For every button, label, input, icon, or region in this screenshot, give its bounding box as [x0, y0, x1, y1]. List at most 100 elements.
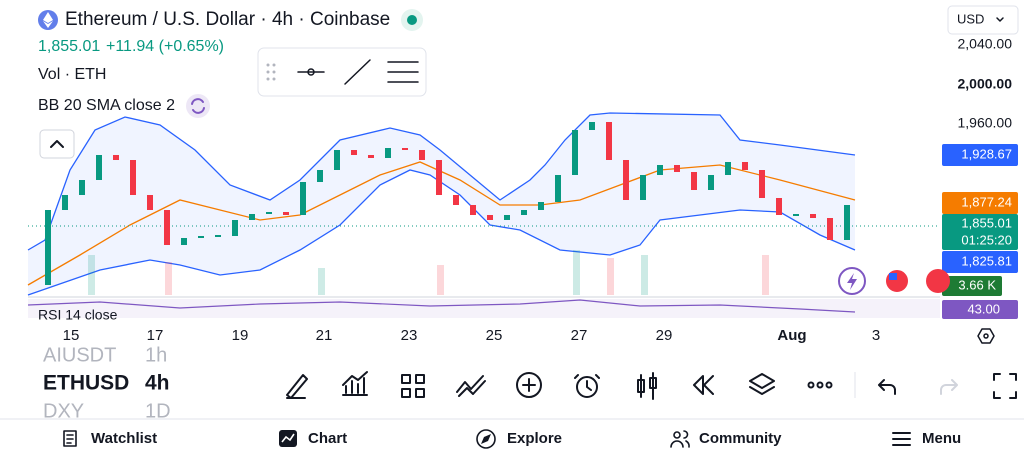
settings-icon[interactable] — [977, 328, 995, 344]
more-dot[interactable] — [807, 381, 815, 389]
indicators-icon[interactable] — [342, 371, 368, 396]
candle — [147, 195, 153, 210]
nav-item[interactable]: Watchlist — [91, 430, 157, 447]
trend-line-tool[interactable] — [344, 59, 371, 85]
candle — [215, 235, 221, 237]
volume-bar — [165, 262, 172, 295]
candle — [572, 130, 578, 175]
candle — [742, 162, 748, 170]
symbol-title: Ethereum / U.S. Dollar · 4h · Coinbase — [65, 9, 390, 30]
fib-tool[interactable] — [387, 61, 419, 83]
more-dot — [825, 381, 833, 389]
price-tag-label: 1,877.24 — [961, 194, 1012, 209]
candle — [708, 175, 714, 190]
candle — [793, 214, 799, 216]
volume-bar — [318, 268, 325, 295]
symbol[interactable]: DXY — [43, 400, 84, 422]
drawing-toolbar[interactable] — [257, 47, 427, 97]
band-fill — [28, 113, 855, 295]
volume-bar — [573, 250, 580, 295]
fullscreen-icon[interactable] — [993, 373, 1017, 399]
symbol[interactable]: ETHUSD — [43, 372, 129, 395]
volume-bar — [88, 255, 95, 295]
interval[interactable]: 4h — [145, 372, 170, 395]
redo-icon[interactable] — [940, 379, 958, 395]
replay-icon[interactable] — [693, 375, 714, 395]
candle — [623, 160, 629, 200]
candle — [402, 148, 408, 150]
countdown: 01:25:20 — [961, 232, 1012, 247]
candle — [113, 155, 119, 160]
layout-icon[interactable] — [401, 374, 425, 398]
nav-item[interactable]: Menu — [922, 430, 961, 447]
community-icon[interactable] — [670, 430, 690, 448]
event-flag[interactable] — [926, 269, 950, 293]
time-label: 25 — [486, 327, 503, 344]
price-tag — [942, 251, 1018, 273]
add-icon[interactable] — [516, 372, 542, 398]
watchlist-icon[interactable] — [63, 430, 77, 447]
alert-hands — [574, 374, 600, 391]
layers-icon[interactable] — [749, 373, 775, 395]
price-tag-label: 1,855.01 — [961, 215, 1012, 230]
candle — [96, 155, 102, 180]
draw-icon[interactable] — [286, 374, 308, 399]
time-label: 23 — [401, 327, 418, 344]
alert-icon[interactable] — [576, 376, 598, 398]
interval[interactable]: 1h — [145, 344, 167, 366]
currency-button[interactable] — [947, 5, 1019, 35]
rsi-pane — [28, 299, 940, 318]
candle — [844, 205, 850, 240]
nav-item[interactable]: Chart — [308, 430, 347, 447]
candle — [487, 215, 493, 220]
menu-icon[interactable] — [892, 432, 911, 446]
explore-icon[interactable] — [476, 429, 496, 449]
candle — [368, 155, 374, 158]
last-price: 1,855.01 — [38, 38, 100, 55]
horizontal-line-tool[interactable] — [297, 68, 325, 76]
volume-label: Vol · ETH — [38, 66, 106, 83]
dropdown-caret — [996, 17, 1004, 22]
time-label: 19 — [232, 327, 249, 344]
flag-canton — [889, 273, 897, 280]
price-change: +11.94 (+0.65%) — [106, 38, 224, 55]
chart-type-icon[interactable] — [637, 372, 657, 400]
event-flag[interactable] — [884, 268, 910, 294]
candle — [759, 170, 765, 198]
candle — [521, 210, 527, 215]
upper-band — [27, 112, 856, 251]
price-tag — [942, 144, 1018, 166]
undo-icon[interactable] — [878, 379, 896, 395]
candle — [606, 122, 612, 160]
symbol[interactable]: AIUSDT — [43, 344, 116, 366]
add-plus — [522, 378, 536, 392]
time-label: 29 — [656, 327, 673, 344]
rsi-line — [27, 299, 856, 313]
volume-bar — [762, 255, 769, 295]
nav-item[interactable]: Explore — [507, 430, 562, 447]
candle — [351, 150, 357, 155]
price-scale-label: 2,040.00 — [958, 36, 1013, 52]
price-scale-label: 2,000.00 — [958, 76, 1013, 92]
nav-item[interactable]: Community — [699, 430, 782, 447]
refresh-icon — [191, 98, 205, 114]
candle — [810, 214, 816, 218]
candle — [249, 214, 255, 220]
interval[interactable]: 1D — [145, 400, 171, 422]
candles — [45, 122, 850, 285]
lower-band — [27, 169, 856, 296]
time-label: 15 — [63, 327, 80, 344]
candle — [334, 150, 340, 170]
compare-icon[interactable] — [456, 375, 486, 397]
collapse-button[interactable] — [39, 129, 75, 159]
bolt — [847, 273, 857, 290]
candle — [283, 212, 289, 215]
candle — [181, 238, 187, 245]
candle — [232, 220, 238, 236]
candle — [198, 236, 204, 238]
eth-glyph — [43, 12, 53, 28]
volume-bar — [437, 265, 444, 295]
indicator-settings[interactable] — [186, 94, 210, 118]
price-tag — [942, 214, 1018, 250]
settings-dot — [983, 333, 989, 339]
